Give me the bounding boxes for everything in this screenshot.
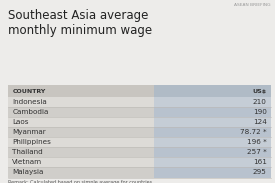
Text: Southeast Asia average
monthly minimum wage: Southeast Asia average monthly minimum w… — [8, 9, 152, 37]
Text: Thailand: Thailand — [12, 149, 43, 155]
Text: Remark: Calculated based on simple average for countries
with different zone rat: Remark: Calculated based on simple avera… — [8, 180, 152, 183]
Text: Laos: Laos — [12, 119, 29, 125]
Text: Myanmar: Myanmar — [12, 129, 46, 135]
Text: Philippines: Philippines — [12, 139, 51, 145]
Text: 210: 210 — [253, 99, 267, 105]
Text: 295: 295 — [253, 169, 267, 175]
Text: US$: US$ — [253, 89, 267, 94]
Text: Indonesia: Indonesia — [12, 99, 47, 105]
Text: Vietnam: Vietnam — [12, 159, 43, 165]
Text: 257 *: 257 * — [247, 149, 267, 155]
Text: 161: 161 — [253, 159, 267, 165]
Text: 196 *: 196 * — [247, 139, 267, 145]
Text: 190: 190 — [253, 109, 267, 115]
Text: 124: 124 — [253, 119, 267, 125]
Text: Cambodia: Cambodia — [12, 109, 49, 115]
Text: 78.72 *: 78.72 * — [240, 129, 267, 135]
Text: ASEAN BRIEFING: ASEAN BRIEFING — [234, 3, 271, 7]
Text: Malaysia: Malaysia — [12, 169, 44, 175]
Text: COUNTRY: COUNTRY — [12, 89, 46, 94]
